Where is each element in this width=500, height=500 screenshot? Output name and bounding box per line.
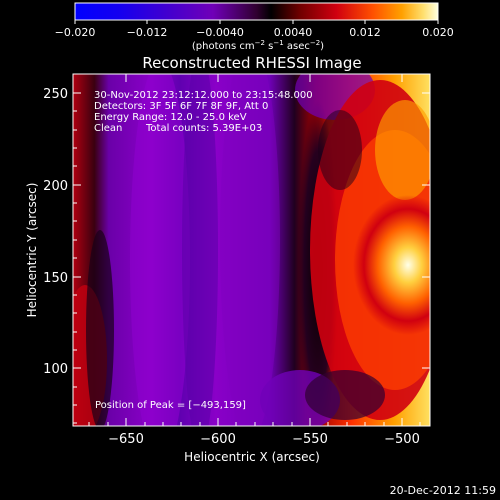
plot-frame: [72, 73, 431, 427]
colorbar-tick-label: 0.012: [349, 26, 381, 39]
x-axis-label: Heliocentric X (arcsec): [184, 450, 320, 464]
colorbar-tick-label: −0.0040: [196, 26, 244, 39]
colorbar-tick-label: 0.020: [422, 26, 454, 39]
clean-annotation: Clean: [94, 123, 122, 134]
detectors-annotation: Detectors: 3F 5F 6F 7F 8F 9F, Att 0: [94, 101, 268, 112]
plot-title: Reconstructed RHESSI Image: [142, 54, 361, 72]
colorbar-tick-label: −0.012: [127, 26, 168, 39]
y-tick-label: 200: [43, 179, 68, 194]
energy-range-annotation: Energy Range: 12.0 - 25.0 keV: [94, 112, 247, 123]
total-counts-annotation: Total counts: 5.39E+03: [145, 123, 262, 134]
colorbar-ticks: [74, 20, 439, 24]
x-tick-label: −650: [108, 432, 144, 447]
time-range-annotation: 30-Nov-2012 23:12:12.000 to 23:15:48.000: [94, 90, 313, 101]
y-axis-label: Heliocentric Y (arcsec): [25, 183, 39, 318]
footer-date: 20-Dec-2012 11:59: [390, 484, 496, 497]
colorbar-tick-label: 0.0040: [274, 26, 313, 39]
rhessi-image: [73, 74, 430, 426]
y-tick-label: 250: [43, 87, 68, 102]
x-tick-label: −550: [292, 432, 328, 447]
x-tick-label: −600: [200, 432, 236, 447]
y-tick-label: 150: [43, 271, 68, 286]
x-axis-ticks: [88, 74, 421, 426]
colorbar-tick-label: −0.020: [55, 26, 96, 39]
colorbar: [74, 2, 439, 21]
x-tick-label: −500: [384, 432, 420, 447]
peak-position-annotation: Position of Peak = [−493,159]: [95, 400, 246, 411]
colorbar-unit-label: (photons cm−2 s−1 asec−2): [192, 39, 324, 52]
y-tick-label: 100: [43, 362, 68, 377]
y-axis-ticks: [73, 92, 430, 424]
